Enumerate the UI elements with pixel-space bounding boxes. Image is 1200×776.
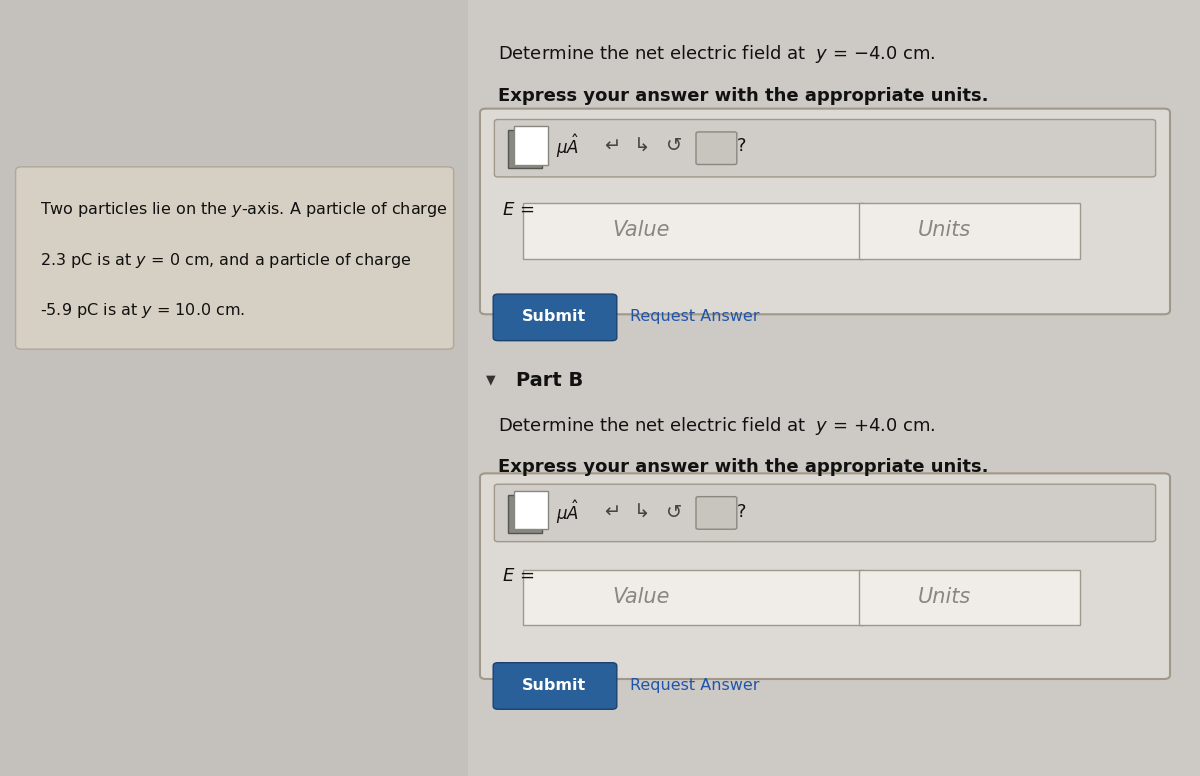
Text: ↺: ↺ xyxy=(666,503,683,521)
Text: -5.9 pC is at $y$ = 10.0 cm.: -5.9 pC is at $y$ = 10.0 cm. xyxy=(40,301,245,320)
Text: Units: Units xyxy=(918,587,971,607)
FancyBboxPatch shape xyxy=(514,126,548,165)
Text: Express your answer with the appropriate units.: Express your answer with the appropriate… xyxy=(498,87,989,105)
Text: ↵: ↵ xyxy=(604,503,620,521)
FancyBboxPatch shape xyxy=(508,495,542,533)
Text: Request Answer: Request Answer xyxy=(630,309,760,324)
Text: ↵: ↵ xyxy=(604,137,620,155)
Text: Value: Value xyxy=(612,587,670,607)
Text: $E$ =: $E$ = xyxy=(502,200,534,219)
Text: ↳: ↳ xyxy=(634,503,650,521)
FancyBboxPatch shape xyxy=(514,491,548,529)
Text: Express your answer with the appropriate units.: Express your answer with the appropriate… xyxy=(498,458,989,476)
FancyBboxPatch shape xyxy=(480,109,1170,314)
Text: ↺: ↺ xyxy=(666,137,683,155)
Text: ▼: ▼ xyxy=(486,374,496,386)
Text: Units: Units xyxy=(918,220,971,241)
Text: Value: Value xyxy=(612,220,670,241)
FancyBboxPatch shape xyxy=(493,294,617,341)
Text: 2.3 pC is at $y$ = 0 cm, and a particle of charge: 2.3 pC is at $y$ = 0 cm, and a particle … xyxy=(40,251,410,269)
FancyBboxPatch shape xyxy=(480,473,1170,679)
Text: $\mu\hat{A}$: $\mu\hat{A}$ xyxy=(556,498,578,526)
Text: ?: ? xyxy=(737,137,746,155)
Text: ?: ? xyxy=(737,503,746,521)
Text: $\mu\hat{A}$: $\mu\hat{A}$ xyxy=(556,132,578,160)
FancyBboxPatch shape xyxy=(859,203,1080,259)
Bar xyxy=(468,0,1200,776)
FancyBboxPatch shape xyxy=(696,497,737,529)
Text: ↳: ↳ xyxy=(634,137,650,155)
FancyBboxPatch shape xyxy=(859,570,1080,625)
FancyBboxPatch shape xyxy=(493,663,617,709)
FancyBboxPatch shape xyxy=(494,484,1156,542)
Text: Submit: Submit xyxy=(522,309,587,324)
Text: Determine the net electric field at  $y$ = −4.0 cm.: Determine the net electric field at $y$ … xyxy=(498,43,936,64)
Text: Submit: Submit xyxy=(522,677,587,693)
Text: Part B: Part B xyxy=(516,371,583,390)
Text: Request Answer: Request Answer xyxy=(630,677,760,693)
FancyBboxPatch shape xyxy=(523,570,864,625)
FancyBboxPatch shape xyxy=(508,130,542,168)
FancyBboxPatch shape xyxy=(523,203,864,259)
Text: $E$ =: $E$ = xyxy=(502,566,534,585)
FancyBboxPatch shape xyxy=(696,132,737,165)
Text: Two particles lie on the $y$-axis. A particle of charge: Two particles lie on the $y$-axis. A par… xyxy=(40,200,448,219)
FancyBboxPatch shape xyxy=(494,120,1156,177)
FancyBboxPatch shape xyxy=(16,167,454,349)
Text: Determine the net electric field at  $y$ = +4.0 cm.: Determine the net electric field at $y$ … xyxy=(498,415,936,437)
